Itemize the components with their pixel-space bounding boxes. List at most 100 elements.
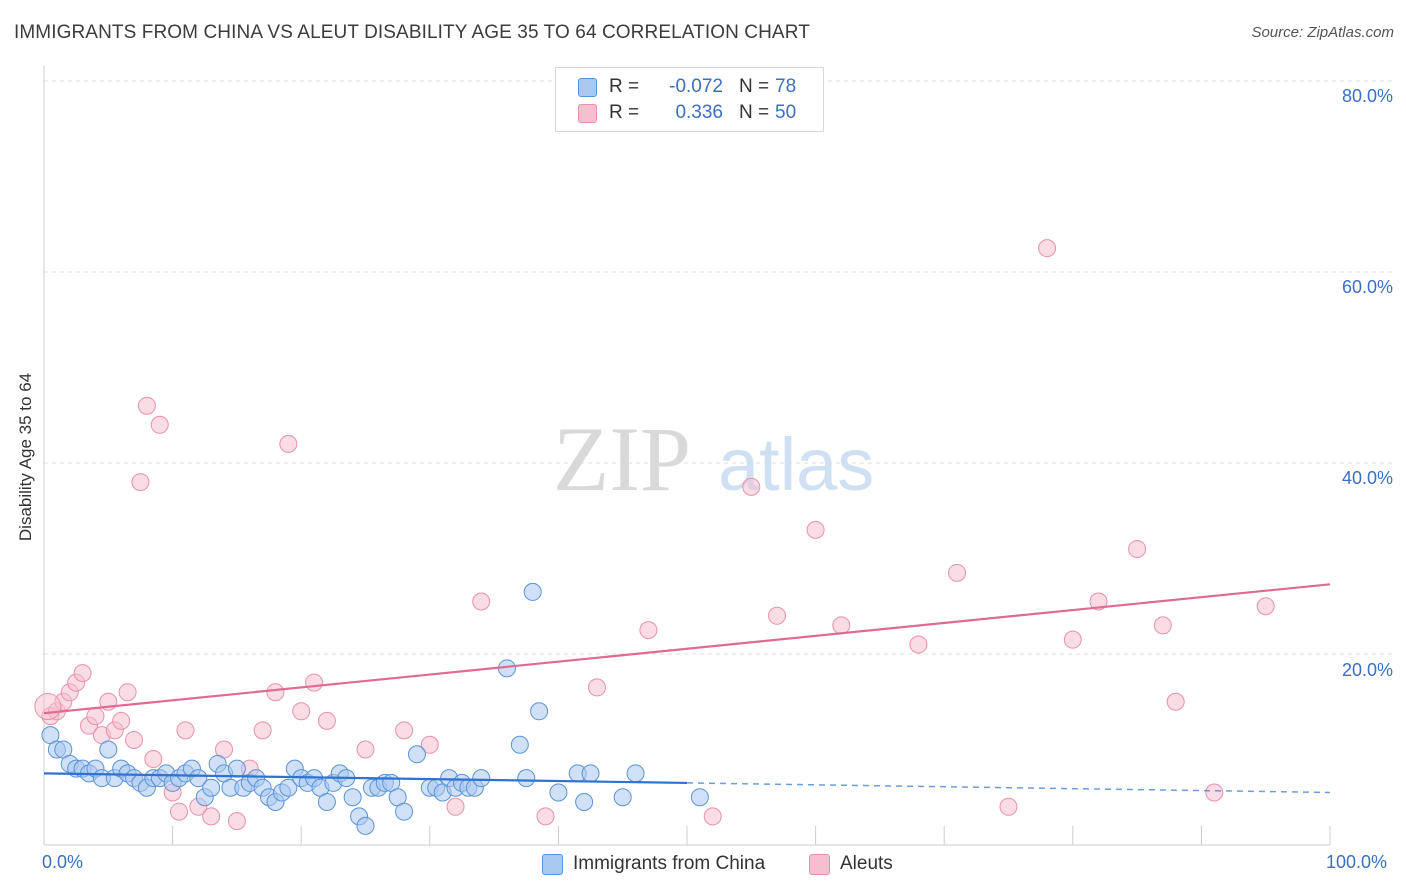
aleuts-point [305,673,324,692]
watermark: ZIP atlas [553,408,874,510]
aleuts-point [703,807,722,826]
china-point [407,745,426,764]
china-point [690,788,709,807]
aleuts-point [266,683,285,702]
source-label: Source: ZipAtlas.com [1251,24,1394,41]
aleuts-point [1063,630,1082,649]
aleuts-point [202,807,221,826]
china-trend-line [43,772,688,785]
china-point [549,783,568,802]
china-point [99,740,118,759]
legend-r-value: -0.072 [669,76,723,97]
legend-swatch-pink [578,103,597,123]
aleuts-point [472,592,491,611]
aleuts-point [948,563,967,582]
china-point [227,759,246,778]
aleuts-point [639,621,658,640]
bottom-legend-label-china: Immigrants from China [573,853,766,874]
aleuts-point [144,750,163,769]
aleuts-point [420,735,439,754]
aleuts-point [742,477,761,496]
aleuts-point [73,664,92,683]
aleuts-point [176,721,195,740]
watermark-zip: ZIP [553,408,691,510]
china-point [395,802,414,821]
aleuts-point [34,693,62,721]
aleuts-point [1089,592,1108,611]
aleuts-point [292,702,311,721]
watermark-atlas: atlas [718,423,874,506]
china-point [189,769,208,788]
y-tick-label: 40.0% [1341,468,1393,488]
aleuts-point [131,473,150,492]
bottom-legend-label-aleuts: Aleuts [840,853,893,874]
china-point [523,582,542,601]
bottom-legend-china: Immigrants from China [542,852,765,876]
aleuts-point [1256,597,1275,616]
x-tick-label-max: 100.0% [1326,852,1388,872]
china-points [41,582,709,835]
legend-r-value: 0.336 [675,102,723,123]
legend-n-label: N = [739,76,770,97]
legend-n-value: 50 [775,102,797,123]
aleuts-point [1166,692,1185,711]
aleuts-point [317,711,336,730]
legend-r-label: R = [609,76,640,97]
aleuts-point [536,807,555,826]
china-point [626,764,645,783]
aleuts-point [1205,783,1224,802]
aleuts-points [34,239,1275,831]
y-tick-label: 80.0% [1341,86,1393,106]
aleuts-point [999,797,1018,816]
bottom-legend-aleuts: Aleuts [809,852,893,876]
aleuts-point [279,434,298,453]
legend-row-aleuts: R = 0.336 N = 50 [578,100,796,126]
aleuts-point [395,721,414,740]
aleuts-point [227,812,246,831]
china-point [517,769,536,788]
y-tick-label: 60.0% [1341,277,1393,297]
bottom-legend-swatch-pink [809,853,830,875]
china-point [530,702,549,721]
china-trend-line-extrapolated [686,782,1331,794]
china-point [581,764,600,783]
aleuts-point [170,802,189,821]
aleuts-point [118,683,137,702]
aleuts-point [1038,239,1057,258]
china-point [317,793,336,812]
aleuts-trend-line [43,583,1331,715]
china-point [510,735,529,754]
china-point [472,769,491,788]
aleuts-point [253,721,272,740]
legend-n-label: N = [739,102,770,123]
china-point [202,778,221,797]
aleuts-point [1153,616,1172,635]
aleuts-point [137,396,156,415]
aleuts-point [446,797,465,816]
bottom-legend-swatch-blue [542,853,563,875]
aleuts-point [150,415,169,434]
aleuts-point [1128,539,1147,558]
axes [43,66,1331,846]
china-point [575,793,594,812]
y-tick-label: 20.0% [1341,660,1393,680]
y-axis-label: Disability Age 35 to 64 [16,372,35,542]
legend-row-china: R = -0.072 N = 78 [578,74,796,100]
aleuts-point [112,711,131,730]
trend-lines [43,583,1331,794]
aleuts-point [909,635,928,654]
correlation-legend: R = -0.072 N = 78 R = 0.336 N = 50 [555,67,824,132]
china-point [279,778,298,797]
china-point [356,816,375,835]
aleuts-point [587,678,606,697]
aleuts-point [832,616,851,635]
aleuts-point [806,520,825,539]
legend-r-label: R = [609,102,640,123]
china-point [613,788,632,807]
x-tick-label-min: 0.0% [42,852,84,872]
aleuts-point [356,740,375,759]
aleuts-point [768,606,787,625]
aleuts-point [125,730,144,749]
chart-title: IMMIGRANTS FROM CHINA VS ALEUT DISABILIT… [14,22,810,43]
